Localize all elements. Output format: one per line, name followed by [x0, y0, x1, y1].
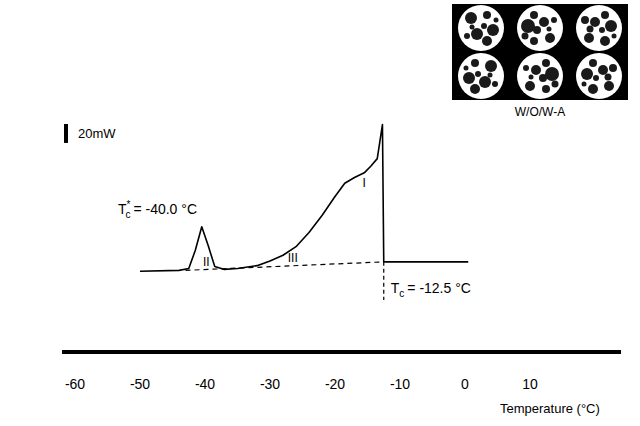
- inner-droplet: [605, 20, 617, 32]
- value-text: = -40.0 °C: [133, 201, 197, 217]
- inner-droplet: [470, 84, 480, 94]
- series-group: [140, 125, 468, 272]
- x-tick-label: -50: [130, 376, 150, 392]
- x-tick-label: -20: [325, 376, 345, 392]
- inner-droplet: [471, 28, 483, 40]
- inner-droplet: [464, 66, 469, 71]
- x-tick-label: 0: [461, 376, 469, 392]
- scale-bar: [64, 124, 68, 143]
- x-tick-label: -40: [195, 376, 215, 392]
- x-axis-title: Temperature (°C): [500, 401, 600, 416]
- inner-droplet: [492, 81, 498, 87]
- x-tick-label: -60: [65, 376, 85, 392]
- inner-droplet: [600, 36, 610, 46]
- inner-droplet: [471, 59, 479, 67]
- inner-droplet: [552, 81, 559, 88]
- inner-droplet: [531, 65, 541, 75]
- inner-droplet: [487, 24, 499, 36]
- inner-droplet: [525, 81, 535, 91]
- inner-droplet: [545, 67, 559, 81]
- inner-droplet: [604, 81, 614, 91]
- inner-droplet: [581, 68, 593, 80]
- inset: [452, 4, 628, 100]
- subscript: c: [399, 288, 404, 299]
- inner-droplet: [593, 75, 599, 81]
- droplet: [517, 5, 563, 51]
- inner-droplet: [529, 75, 534, 80]
- inner-droplet: [609, 64, 617, 72]
- inner-droplet: [475, 71, 481, 77]
- inner-droplet: [612, 34, 617, 39]
- temperature-label: T*c= -40.0 °C: [118, 199, 197, 220]
- inner-droplet: [590, 17, 600, 27]
- inner-droplet: [598, 65, 608, 75]
- inner-droplet: [533, 26, 541, 34]
- droplet: [517, 53, 563, 99]
- inner-droplet: [599, 27, 605, 33]
- subscript: c: [125, 209, 130, 220]
- droplet: [576, 53, 622, 99]
- inner-droplet: [482, 36, 492, 46]
- inner-droplet: [494, 18, 499, 23]
- inner-droplet: [479, 76, 491, 88]
- inner-droplet: [547, 27, 552, 32]
- inner-droplet: [488, 73, 493, 78]
- inner-droplet: [584, 33, 594, 43]
- inner-droplet: [521, 19, 535, 33]
- inner-droplet: [463, 72, 475, 84]
- inner-droplet: [545, 33, 555, 43]
- inner-droplet: [551, 17, 557, 23]
- region-label: II: [203, 255, 210, 269]
- inner-droplet: [481, 23, 487, 29]
- x-axis-line: [62, 350, 621, 354]
- inner-droplet: [542, 85, 550, 93]
- dsc-curve: [140, 125, 468, 272]
- inset-background: [452, 4, 628, 100]
- tc-marker: [383, 262, 384, 300]
- baseline-line: [186, 262, 384, 271]
- inner-droplet: [530, 11, 538, 19]
- inner-droplet: [483, 11, 491, 19]
- region-label: III: [288, 251, 298, 265]
- x-tick-label: 10: [522, 376, 538, 392]
- inner-droplet: [522, 33, 529, 40]
- x-tick-label: -10: [390, 376, 410, 392]
- inner-droplet: [539, 74, 547, 82]
- inner-droplet: [589, 59, 597, 67]
- inner-droplet: [605, 74, 612, 81]
- droplet: [458, 5, 504, 51]
- inner-droplet: [588, 84, 598, 94]
- temperature-label: Tc= -12.5 °C: [391, 280, 471, 299]
- inner-droplet: [582, 82, 587, 87]
- scale-bar-label: 20mW: [78, 126, 116, 141]
- inner-droplet: [539, 17, 549, 27]
- droplet: [458, 53, 504, 99]
- inner-droplet: [542, 59, 550, 67]
- x-tick-label: -30: [260, 376, 280, 392]
- inset-label: W/O/W-A: [515, 105, 565, 119]
- inner-droplet: [465, 12, 477, 24]
- inner-droplet: [587, 26, 594, 33]
- droplet: [576, 5, 622, 51]
- inner-droplet: [485, 60, 497, 72]
- inner-droplet: [601, 11, 609, 19]
- inner-droplet: [581, 16, 589, 24]
- chart: -60 -50 -40 -30 -20 -10 0 10 Temperature (°C) 20m…: [0, 0, 640, 426]
- inner-droplet: [530, 37, 538, 45]
- region-label: I: [363, 176, 366, 190]
- value-text: = -12.5 °C: [407, 280, 471, 296]
- inner-droplet: [464, 33, 470, 39]
- inner-droplet: [470, 25, 475, 30]
- inner-droplet: [523, 65, 529, 71]
